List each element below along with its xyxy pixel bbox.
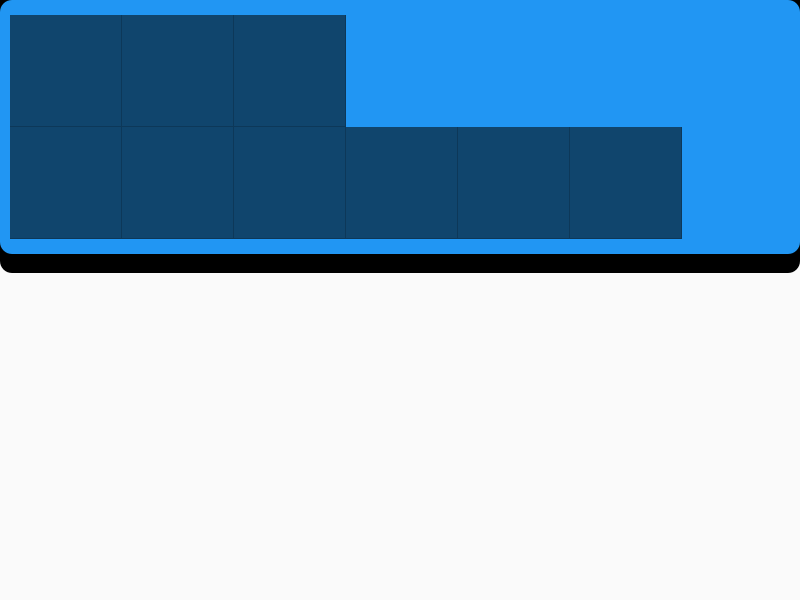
blue-banner [0, 0, 800, 254]
tile [458, 127, 570, 239]
tile [234, 127, 346, 239]
tile [234, 15, 346, 127]
tile-grid [10, 15, 682, 239]
tile [122, 15, 234, 127]
tile [346, 127, 458, 239]
tile [10, 127, 122, 239]
tile [10, 15, 122, 127]
tile [570, 127, 682, 239]
tile [122, 127, 234, 239]
